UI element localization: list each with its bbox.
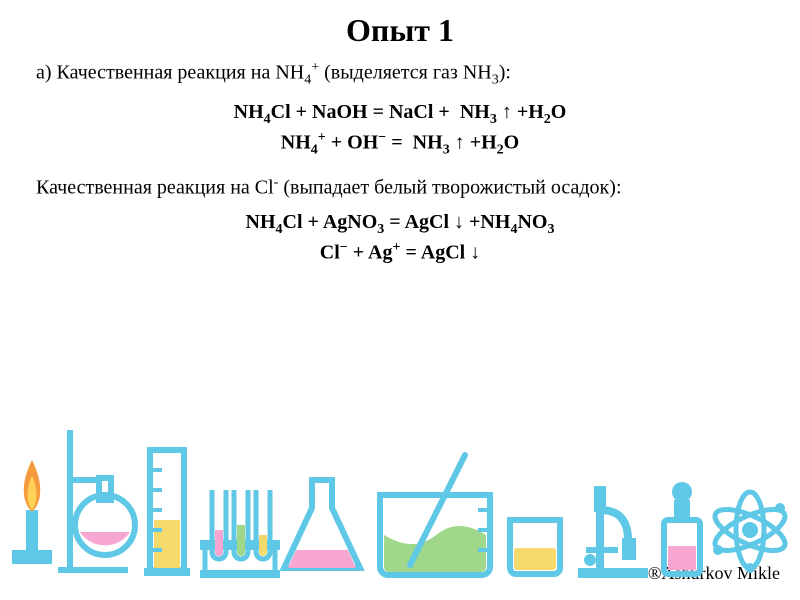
sub: 3 (492, 73, 499, 88)
section-b-prefix: Качественная реакция на Cl (36, 176, 274, 198)
atom-icon (710, 492, 791, 573)
dropper-bottle-icon (664, 482, 700, 574)
sup: + (311, 60, 319, 75)
section-a-prefix: а) Качественная реакция на NH (36, 62, 304, 84)
bunsen-burner-icon (12, 460, 52, 564)
equation-2: NH4+ + OH− = NH3 ↑ +H2O (0, 129, 800, 160)
cylinder-icon (144, 450, 190, 576)
section-a-suffix: ): (499, 62, 511, 84)
beaker-icon (380, 455, 490, 575)
round-flask-icon (58, 430, 135, 570)
page-title: Опыт 1 (0, 0, 800, 49)
equation-3: NH4Cl + AgNO3 = AgCl ↓ +NH4NO3 (0, 210, 800, 239)
test-tubes-icon (200, 490, 280, 578)
microscope-icon (578, 486, 648, 578)
section-a-text: а) Качественная реакция на NH4+ (выделяе… (0, 49, 800, 90)
credit: ®Ashurkov Mikle (648, 563, 780, 584)
equations-block-2: NH4Cl + AgNO3 = AgCl ↓ +NH4NO3 Cl− + Ag+… (0, 200, 800, 270)
section-b-text: Качественная реакция на Cl- (выпадает бе… (0, 164, 800, 201)
equations-block-1: NH4Cl + NaOH = NaCl + NH3 ↑ +H2O NH4+ + … (0, 90, 800, 164)
erlenmeyer-icon (284, 480, 360, 568)
section-b-suffix: (выпадает белый творожистый осадок): (278, 176, 621, 198)
equation-4: Cl− + Ag+ = AgCl ↓ (0, 239, 800, 266)
section-a-mid: (выделяется газ NH (319, 62, 492, 84)
small-beaker-icon (510, 520, 560, 574)
equation-1: NH4Cl + NaOH = NaCl + NH3 ↑ +H2O (0, 100, 800, 129)
